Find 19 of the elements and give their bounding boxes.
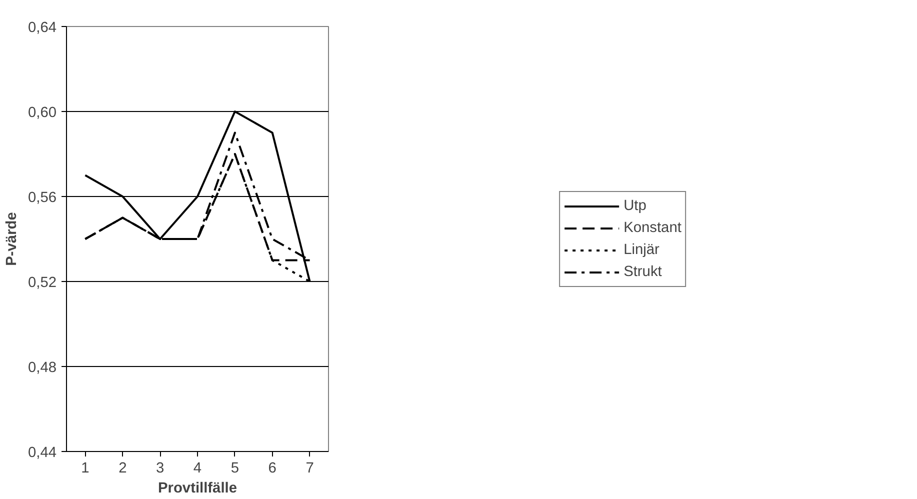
x-tick-label: 5 xyxy=(230,460,240,476)
x-tick-label: 2 xyxy=(118,460,127,476)
y-tick-label: 0,52 xyxy=(28,275,57,291)
y-tick-label: 0,64 xyxy=(28,20,57,36)
x-tick-label: 7 xyxy=(306,460,314,476)
x-axis-title: Provtillfälle xyxy=(158,480,238,496)
y-tick-label: 0,48 xyxy=(28,360,57,376)
y-axis-title: P-värde xyxy=(4,212,20,266)
x-tick-label: 1 xyxy=(81,460,90,476)
legend-label: Linjär xyxy=(624,242,660,258)
legend-label: Konstant xyxy=(624,220,682,236)
y-tick-label: 0,56 xyxy=(28,190,57,206)
x-tick-label: 3 xyxy=(156,460,164,476)
y-tick-label: 0,44 xyxy=(28,445,57,461)
x-tick-label: 4 xyxy=(193,460,202,476)
y-tick-label: 0,60 xyxy=(28,105,57,121)
legend-label: Utp xyxy=(624,198,646,214)
x-tick-label: 6 xyxy=(268,460,276,476)
legend-label: Strukt xyxy=(624,264,662,280)
